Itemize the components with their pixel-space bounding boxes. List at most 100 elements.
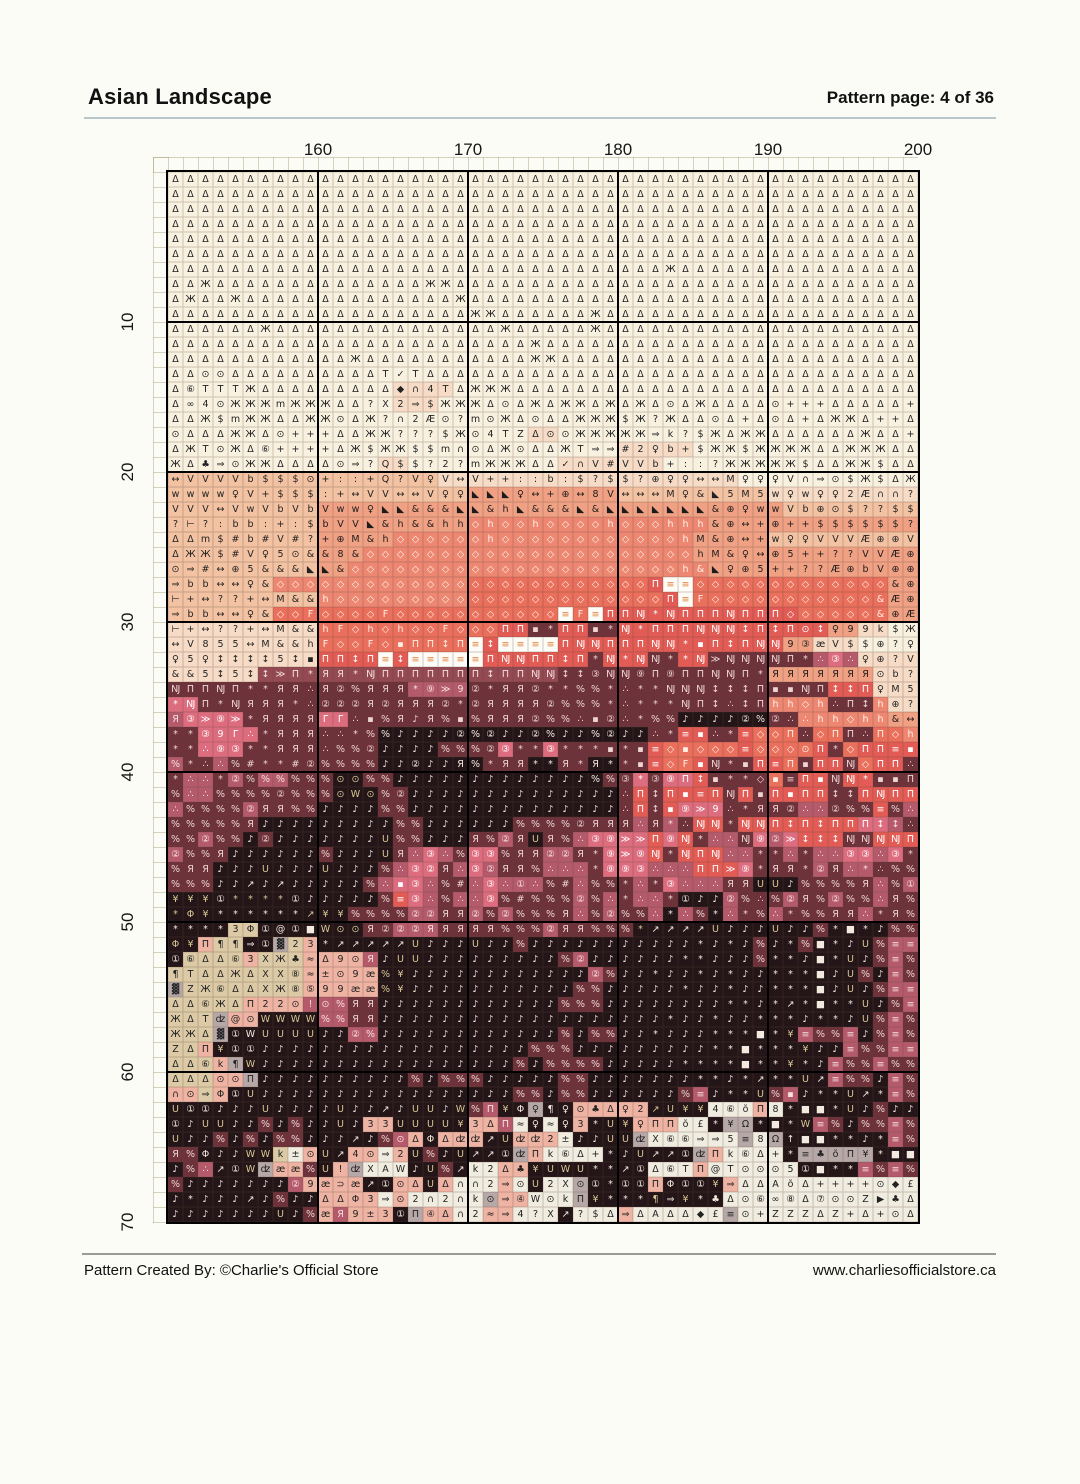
stitch-cell: ♪ [588,1072,603,1087]
stitch-cell: T [378,367,393,382]
stitch-cell: Δ [408,187,423,202]
stitch-cell: ∴ [723,907,738,922]
stitch-cell: V [903,532,918,547]
stitch-cell: Δ [198,202,213,217]
stitch-cell: ♪ [363,832,378,847]
stitch-cell: ♪ [438,757,453,772]
row-label: 20 [118,462,137,482]
stitch-cell: ♪ [543,937,558,952]
stitch-cell: Δ [168,337,183,352]
stitch-cell: k [543,1147,558,1162]
stitch-cell: ↗ [678,922,693,937]
stitch-cell: Δ [723,232,738,247]
stitch-cell: Δ [618,292,633,307]
stitch-cell: + [663,457,678,472]
stitch-cell: Δ [663,247,678,262]
stitch-cell: U [333,1102,348,1117]
stitch-cell: ① [378,1177,393,1192]
stitch-cell: Δ [828,262,843,277]
stitch-cell: ⑥ [663,1132,678,1147]
stitch-cell: ♪ [528,952,543,967]
stitch-cell: Π [483,652,498,667]
stitch-cell: & [408,517,423,532]
stitch-cell: ∴ [558,862,573,877]
stitch-cell: % [363,877,378,892]
stitch-cell: Δ [183,337,198,352]
stitch-cell: ◇ [393,577,408,592]
stitch-cell: + [183,622,198,637]
stitch-cell: Δ [693,262,708,277]
stitch-cell: Δ [573,382,588,397]
stitch-cell: Δ [873,427,888,442]
stitch-cell: Ж [858,457,873,472]
stitch-cell: ♪ [513,1027,528,1042]
stitch-cell: Δ [768,277,783,292]
stitch-cell: ■ [813,937,828,952]
stitch-cell: ◇ [378,637,393,652]
stitch-cell: : [213,517,228,532]
stitch-cell: & [558,502,573,517]
stitch-cell: + [873,412,888,427]
stitch-cell: Δ [483,367,498,382]
stitch-cell: ♪ [408,997,423,1012]
stitch-cell: * [618,1192,633,1207]
stitch-cell: ◣ [453,502,468,517]
stitch-cell: * [783,952,798,967]
stitch-cell: ◇ [393,532,408,547]
stitch-cell: ⊙ [213,367,228,382]
stitch-cell: ♪ [858,1132,873,1147]
stitch-cell: ◇ [708,592,723,607]
stitch-cell: ♪ [258,817,273,832]
stitch-cell: Ǌ [723,622,738,637]
stitch-cell: & [288,562,303,577]
stitch-cell: % [378,772,393,787]
stitch-cell: ∴ [828,847,843,862]
stitch-cell: ② [588,967,603,982]
page-title: Asian Landscape [88,84,272,109]
stitch-cell: Δ [288,292,303,307]
stitch-cell: Δ [213,427,228,442]
stitch-cell: Δ [213,232,228,247]
stitch-cell: Π [798,772,813,787]
stitch-cell: Δ [543,307,558,322]
stitch-cell: Δ [618,352,633,367]
stitch-cell: Ж [723,457,738,472]
stitch-cell: * [618,892,633,907]
stitch-cell: Π [768,607,783,622]
stitch-cell: ② [288,1177,303,1192]
stitch-cell: Ж [618,427,633,442]
stitch-cell: Я [768,802,783,817]
stitch-cell: Я [303,742,318,757]
stitch-cell: ∴ [618,787,633,802]
footer-website: www.charliesofficialstore.ca [812,1262,996,1279]
stitch-cell: ♪ [693,712,708,727]
stitch-cell: ♪ [243,832,258,847]
stitch-cell: V [858,547,873,562]
stitch-cell: Δ [888,352,903,367]
stitch-cell: ⊙ [753,1162,768,1177]
stitch-cell: X [378,397,393,412]
stitch-cell: Π [573,622,588,637]
stitch-cell: ♪ [468,967,483,982]
stitch-cell: ♪ [348,847,363,862]
stitch-cell: Ж [183,292,198,307]
stitch-cell: w [333,502,348,517]
stitch-cell: Δ [828,232,843,247]
stitch-cell: Δ [633,292,648,307]
stitch-cell: ▪ [678,787,693,802]
stitch-cell: ◇ [333,592,348,607]
stitch-cell: Δ [453,307,468,322]
stitch-cell: ♪ [318,817,333,832]
stitch-cell: Δ [648,367,663,382]
stitch-cell: ⇒ [378,1147,393,1162]
stitch-cell: ♪ [573,727,588,742]
stitch-cell: b [198,577,213,592]
stitch-cell: Δ [603,382,618,397]
stitch-cell: ʣ [513,1132,528,1147]
stitch-cell: ② [363,742,378,757]
stitch-cell: Δ [228,202,243,217]
stitch-cell: ♪ [348,1057,363,1072]
stitch-cell: + [288,442,303,457]
stitch-cell: Ж [498,412,513,427]
stitch-cell: h [303,637,318,652]
